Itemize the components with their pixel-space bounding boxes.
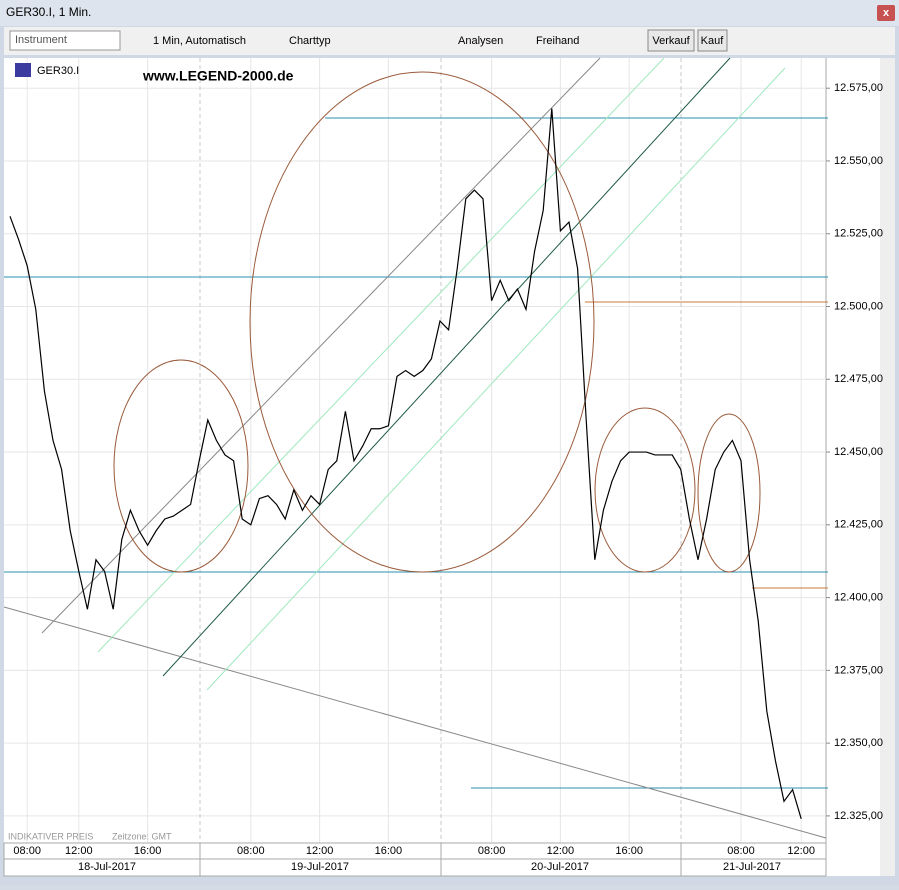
channel-line (206, 67, 786, 691)
x-tick-label: 12:00 (65, 845, 93, 857)
instrument-input[interactable] (9, 30, 121, 51)
date-label: 19-Jul-2017 (291, 861, 349, 873)
ellipse (113, 359, 249, 573)
y-tick-label: 12.425,00 (834, 519, 883, 531)
y-tick-label: 12.325,00 (834, 810, 883, 822)
toolbar (4, 27, 895, 55)
y-tick-label: 12.500,00 (834, 300, 883, 312)
drawings (3, 57, 828, 839)
x-tick-label: 12:00 (787, 845, 815, 857)
close-icon[interactable]: x (883, 7, 890, 19)
x-tick-label: 12:00 (306, 845, 334, 857)
x-tick-label: 16:00 (615, 845, 643, 857)
x-tick-label: 08:00 (237, 845, 265, 857)
symbol-label[interactable]: GER30.I (37, 65, 79, 77)
y-tick-label: 12.550,00 (834, 155, 883, 167)
plot-area (4, 58, 880, 876)
timezone: Zeitzone: GMT (112, 831, 172, 841)
watermark: www.LEGEND-2000.de (142, 68, 294, 84)
x-tick-label: 12:00 (547, 845, 575, 857)
y-tick-label: 12.575,00 (834, 82, 883, 94)
y-tick-label: 12.400,00 (834, 591, 883, 603)
freehand-button[interactable]: Freihand (536, 35, 579, 47)
analyses-button[interactable]: Analysen (458, 35, 503, 47)
date-label: 21-Jul-2017 (723, 861, 781, 873)
date-label: 18-Jul-2017 (78, 861, 136, 873)
x-tick-label: 08:00 (13, 845, 41, 857)
buy-button[interactable] (697, 29, 728, 52)
close-button[interactable] (877, 5, 895, 21)
x-tick-label: 16:00 (134, 845, 162, 857)
date-label: 20-Jul-2017 (531, 861, 589, 873)
channel-line (97, 57, 665, 653)
price-note: INDIKATIVER PREIS (8, 831, 93, 841)
buy-label[interactable]: Kauf (701, 35, 725, 47)
y-tick-label: 12.450,00 (834, 446, 883, 458)
y-tick-label: 12.350,00 (834, 737, 883, 749)
x-tick-label: 08:00 (478, 845, 506, 857)
cfd-icon (15, 63, 31, 77)
ellipse (594, 407, 696, 573)
x-tick-label: 08:00 (727, 845, 755, 857)
axes: 12.325,00 12.350,00 12.375,00 12.400,00 12.4… (13, 82, 883, 876)
y-tick-label: 12.375,00 (834, 664, 883, 676)
interval-button[interactable]: 1 Min, Automatisch (153, 35, 246, 47)
trend-line (3, 606, 827, 839)
sell-button[interactable] (647, 29, 695, 52)
chart-type-button[interactable]: Charttyp (289, 35, 331, 47)
instrument-placeholder[interactable]: Instrument (15, 34, 67, 46)
title-bar (0, 0, 899, 26)
ellipse (249, 71, 595, 573)
y-tick-label: 12.475,00 (834, 373, 883, 385)
y-tick-label: 12.525,00 (834, 228, 883, 240)
trend-line (41, 57, 601, 634)
ellipse (697, 413, 761, 573)
scrollbar[interactable] (880, 58, 895, 876)
x-tick-label: 16:00 (375, 845, 403, 857)
series (9, 108, 802, 819)
trend-line (162, 57, 731, 677)
sell-label[interactable]: Verkauf (652, 35, 690, 47)
window-title: GER30.I, 1 Min. (6, 5, 91, 19)
grid (4, 58, 826, 843)
price-line (9, 108, 802, 819)
